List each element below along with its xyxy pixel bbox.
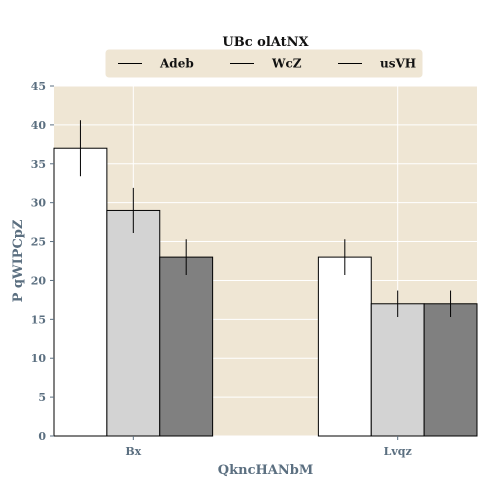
x-tick-label: Bx (125, 445, 141, 458)
x-tick-label: Lvqz (384, 445, 412, 458)
legend: Adeb WcZ usVH (105, 49, 423, 78)
bar (317, 256, 372, 437)
y-tick-label: 15 (31, 313, 46, 326)
y-axis-label: P qWIPCpZ (11, 219, 26, 302)
bar (423, 303, 478, 437)
error-bars (79, 120, 452, 317)
bars (53, 147, 478, 437)
axes: 0 5 10 15 20 25 30 35 40 45 Bx Lvqz (31, 80, 412, 458)
y-tick-label: 40 (31, 119, 47, 132)
y-tick-label: 10 (31, 352, 47, 365)
y-tick-label: 35 (31, 158, 46, 171)
bar (159, 256, 214, 437)
bar (106, 209, 161, 437)
bar (53, 147, 108, 437)
legend-label: usVH (380, 57, 416, 71)
y-tick-label: 5 (38, 391, 46, 404)
bar (370, 303, 425, 437)
y-tick-label: 30 (31, 197, 47, 210)
y-tick-label: 25 (31, 236, 46, 249)
y-tick-label: 0 (38, 430, 46, 443)
x-axis-label: QkncHANbM (218, 463, 313, 478)
legend-label: WcZ (271, 57, 302, 71)
chart-title: UBc olAtNX (222, 35, 309, 50)
y-tick-label: 20 (31, 274, 47, 287)
y-tick-label: 45 (31, 80, 46, 93)
legend-box (105, 49, 423, 78)
legend-label: Adeb (159, 57, 194, 71)
